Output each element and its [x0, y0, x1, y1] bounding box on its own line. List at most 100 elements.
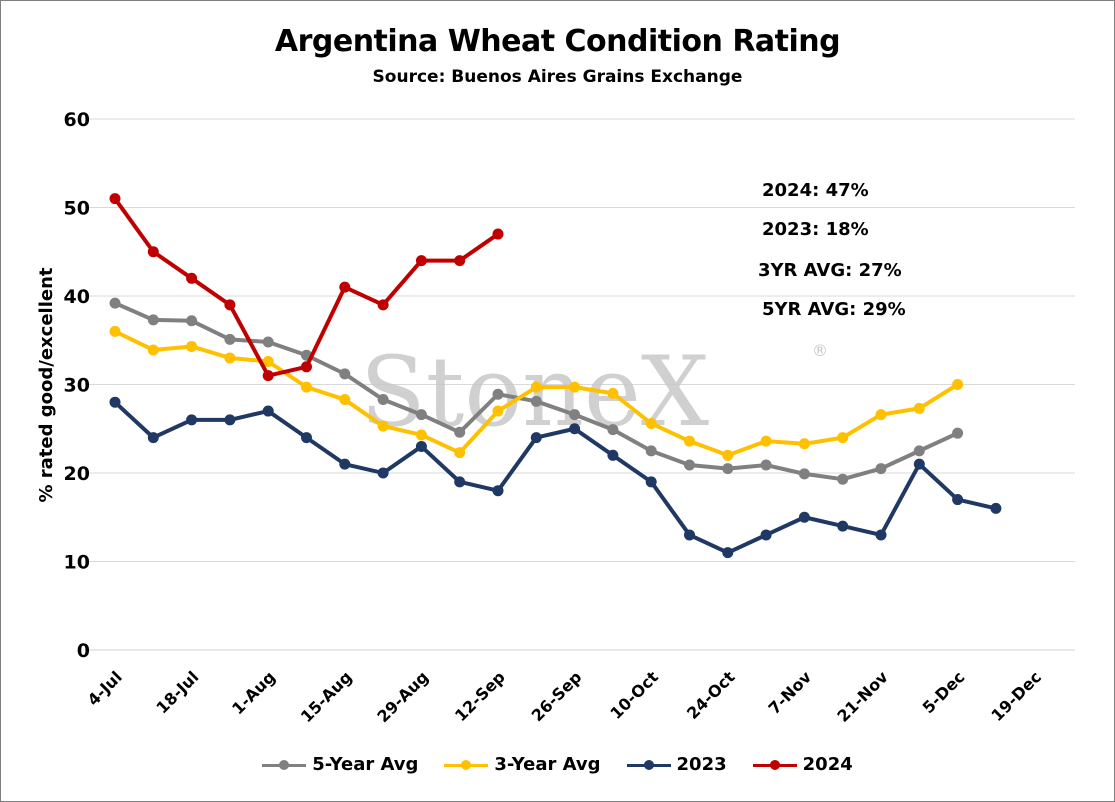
legend-swatch — [444, 758, 489, 772]
y-tick-label: 0 — [77, 640, 90, 662]
series-lines — [109, 193, 1002, 559]
series-2023 — [109, 396, 1002, 559]
annotation-text: 5YR AVG: 29% — [762, 299, 906, 320]
data-point — [147, 314, 159, 326]
data-point — [875, 529, 887, 541]
data-point — [109, 325, 121, 337]
data-point — [415, 409, 427, 421]
data-point — [109, 396, 121, 408]
data-point — [798, 438, 810, 450]
data-point — [837, 432, 849, 444]
x-axis-ticks: 4-Jul 18-Jul 1-Aug 15-Aug 29-Aug 12-Sep 26-Sep… — [84, 667, 1045, 726]
y-tick-label: 50 — [64, 198, 90, 220]
data-point — [875, 463, 887, 475]
gridlines — [85, 118, 1075, 651]
data-point — [147, 246, 159, 258]
x-tick-label: 4-Jul — [84, 667, 126, 709]
chart-title: Argentina Wheat Condition Rating — [274, 24, 841, 59]
data-point — [224, 352, 236, 364]
x-tick-label: 15-Aug — [297, 667, 356, 726]
data-point — [990, 502, 1002, 514]
data-point — [684, 459, 695, 471]
y-tick-label: 60 — [64, 109, 90, 131]
data-point — [645, 445, 657, 457]
legend-label: 2024 — [802, 754, 853, 775]
data-point — [530, 432, 542, 444]
legend-swatch — [626, 758, 671, 772]
legend-label: 5-Year Avg — [312, 754, 419, 775]
data-point — [186, 414, 198, 426]
x-tick-label: 10-Oct — [606, 667, 662, 723]
data-point — [837, 473, 849, 485]
data-point — [952, 379, 964, 390]
data-point — [339, 281, 351, 293]
data-point — [454, 476, 466, 488]
data-point — [339, 368, 351, 380]
data-point — [607, 387, 619, 399]
data-point — [301, 381, 312, 393]
y-tick-label: 30 — [64, 375, 90, 397]
data-point — [952, 427, 964, 439]
x-tick-label: 1-Aug — [228, 667, 279, 718]
data-point — [607, 424, 619, 436]
chart-legend: 5-Year Avg 3-Year Avg 2023 2024 — [0, 754, 1115, 775]
data-point — [147, 344, 159, 356]
data-point — [377, 420, 389, 432]
legend-item: 2024 — [752, 754, 853, 775]
data-point — [760, 529, 772, 541]
annotation-text: 2023: 18% — [762, 219, 869, 240]
data-point — [952, 494, 964, 506]
data-point — [645, 417, 657, 429]
annotation-text: 2024: 47% — [762, 180, 869, 201]
data-point — [837, 520, 849, 532]
legend-item: 2023 — [626, 754, 727, 775]
data-point — [339, 458, 351, 470]
y-tick-label: 40 — [64, 286, 90, 308]
data-point — [377, 394, 389, 406]
series-3-year-avg — [109, 325, 964, 461]
legend-swatch — [262, 758, 307, 772]
y-axis-label: % rated good/excellent — [36, 267, 57, 502]
data-point — [569, 381, 581, 393]
data-point — [415, 255, 427, 267]
data-point — [492, 228, 504, 240]
data-point — [798, 468, 810, 480]
data-point — [530, 395, 542, 407]
data-point — [875, 409, 887, 421]
x-tick-label: 12-Sep — [451, 667, 509, 725]
chart-subtitle: Source: Buenos Aires Grains Exchange — [372, 67, 743, 87]
data-point — [262, 336, 274, 348]
x-tick-label: 26-Sep — [528, 667, 586, 725]
legend-item: 5-Year Avg — [262, 754, 418, 775]
data-point — [109, 297, 121, 309]
data-point — [454, 255, 466, 267]
annotations: 2024: 47% 2023: 18% 3YR AVG: 27% 5YR AVG: 2… — [758, 180, 906, 320]
series-line — [113, 400, 997, 555]
y-tick-label: 10 — [64, 552, 90, 574]
data-point — [760, 435, 772, 447]
data-point — [415, 429, 427, 441]
data-point — [684, 435, 695, 447]
data-point — [186, 272, 198, 284]
annotation-text: 3YR AVG: 27% — [758, 260, 902, 281]
data-point — [760, 459, 772, 471]
data-point — [186, 340, 198, 352]
x-tick-label: 5-Dec — [919, 667, 969, 717]
data-point — [262, 370, 274, 382]
data-point — [492, 485, 504, 497]
data-point — [109, 193, 121, 205]
data-point — [913, 445, 925, 457]
data-point — [339, 394, 351, 406]
data-point — [224, 414, 236, 426]
data-point — [913, 402, 925, 414]
watermark-registered-mark: ® — [812, 341, 828, 360]
x-tick-label: 18-Jul — [152, 667, 202, 717]
series-2024 — [109, 193, 504, 382]
data-point — [722, 463, 734, 475]
data-point — [569, 423, 581, 435]
x-tick-label: 29-Aug — [373, 667, 432, 726]
data-point — [684, 529, 695, 541]
data-point — [492, 388, 504, 400]
data-point — [569, 409, 581, 421]
data-point — [645, 476, 657, 488]
